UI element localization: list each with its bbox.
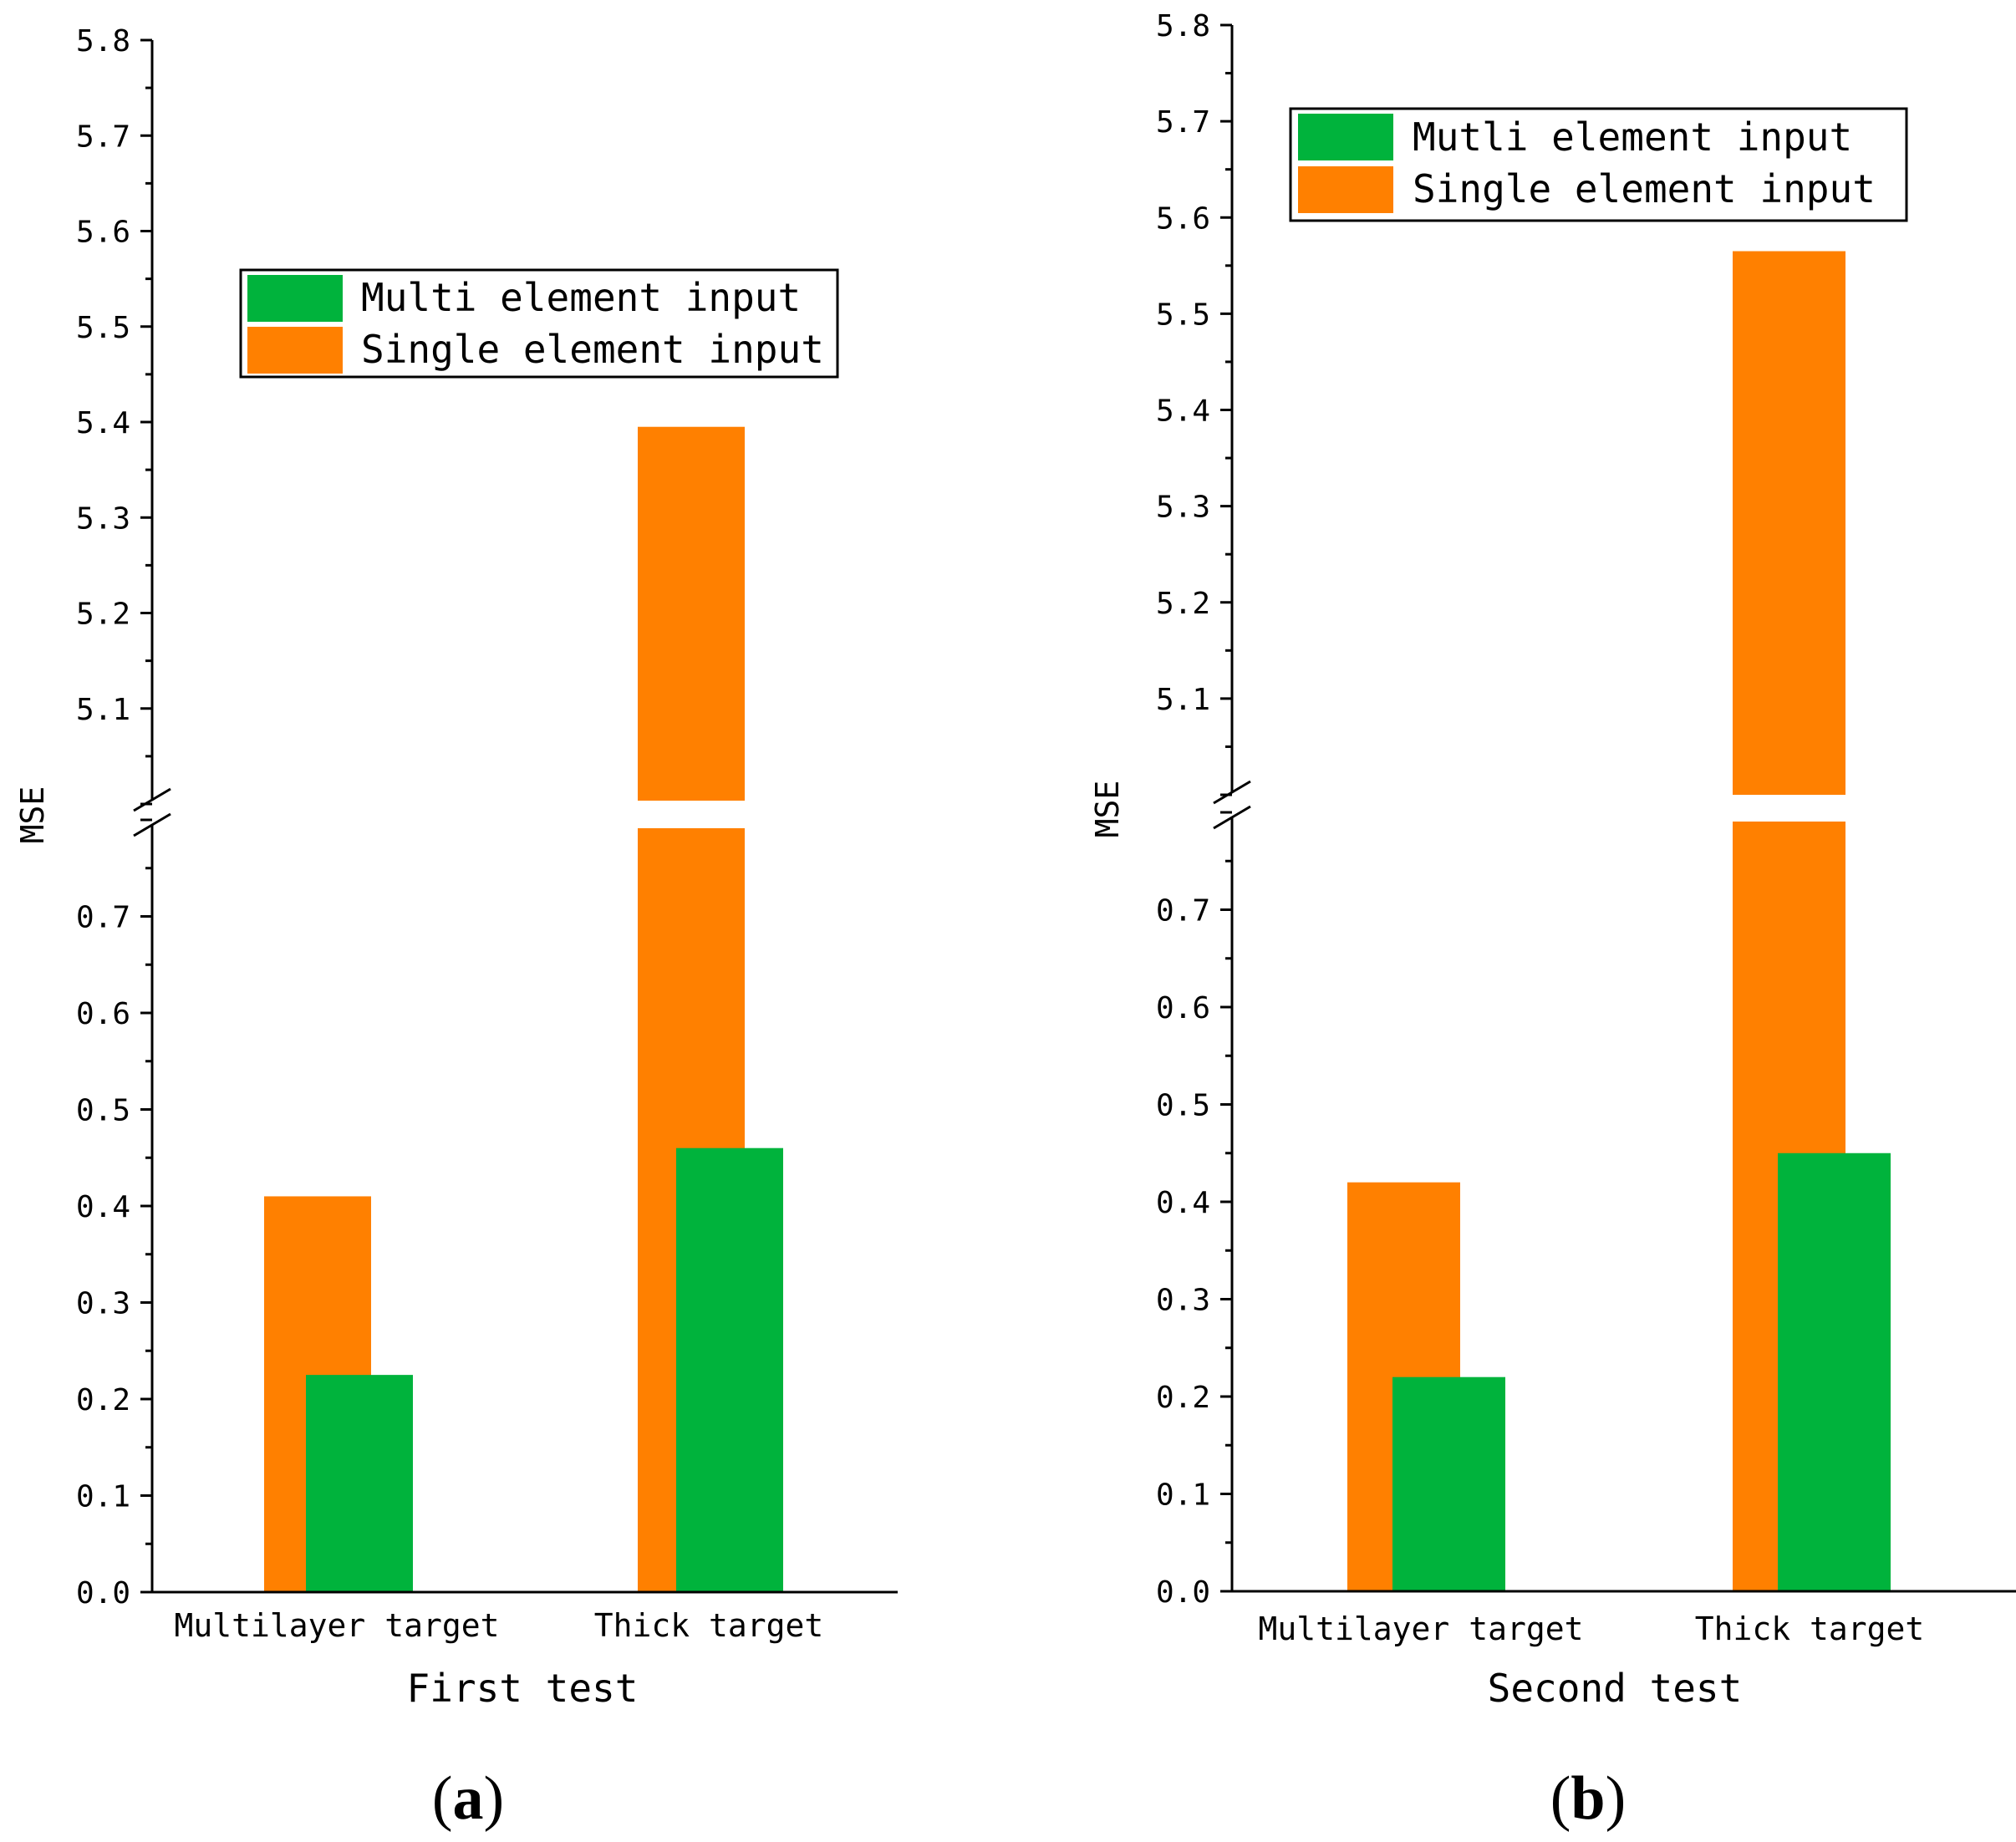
legend-swatch-multi (1298, 114, 1393, 160)
bar-multi-element-input (306, 1375, 413, 1592)
y-tick-label: 0.7 (76, 901, 130, 935)
y-tick-label: 0.4 (1156, 1186, 1210, 1220)
bars-b (1347, 251, 1891, 1591)
legend-label-single: Single element input (361, 327, 824, 372)
y-tick-label: 0.1 (76, 1480, 130, 1514)
legend-a: Multi element input Single element input (239, 268, 839, 379)
axes-b (1213, 25, 2016, 1593)
y-tick-label: 5.7 (76, 120, 130, 154)
y-tick-label: 0.1 (1156, 1478, 1210, 1513)
y-axis-title: MSE (1089, 781, 1126, 838)
axis-break-mark (1213, 780, 1251, 805)
y-tick-label: 0.0 (1156, 1575, 1210, 1610)
panel-a: 0.0 0.1 0.2 0.3 0.4 0.5 0.6 0.7 5.1 5.2 5.3 5.4 5.5 5… (14, 24, 898, 1833)
yticks-b: 0.0 0.1 0.2 0.3 0.4 0.5 0.6 0.7 5.1 5.2 5.3 5.4 5.5 5… (1156, 9, 1232, 1610)
axes-a (133, 40, 898, 1594)
y-tick-label: 5.3 (76, 501, 130, 536)
y-tick-label: 0.5 (1156, 1089, 1210, 1123)
panel-label-letter: b (1571, 1764, 1605, 1833)
panel-label-open: ( (432, 1764, 453, 1833)
x-category-label: Thick target (1695, 1610, 1925, 1647)
panel-label-close: ) (484, 1764, 505, 1833)
bar-single-element-input-upper-segment (638, 426, 745, 801)
y-tick-label: 5.1 (1156, 683, 1210, 717)
panel-label-open: ( (1550, 1764, 1571, 1833)
panel-label-b: (b) (1550, 1764, 1626, 1833)
y-tick-label: 5.8 (76, 24, 130, 59)
y-tick-label: 5.2 (76, 598, 130, 632)
bar-multi-element-input (1392, 1376, 1505, 1591)
y-tick-label: 0.4 (76, 1190, 130, 1224)
legend-swatch-multi (247, 275, 343, 322)
y-tick-label: 5.3 (1156, 491, 1210, 525)
x-category-label: Multilayer target (1259, 1610, 1584, 1647)
axis-break-mark (1213, 805, 1251, 830)
bar-multi-element-input (1778, 1153, 1891, 1591)
y-tick-label: 5.6 (1156, 201, 1210, 236)
y-axis-title: MSE (14, 786, 51, 844)
legend-swatch-single (247, 327, 343, 374)
y-tick-label: 0.7 (1156, 894, 1210, 929)
legend-label-multi: Multi element input (361, 275, 801, 320)
legend-swatch-single (1298, 166, 1393, 213)
y-tick-label: 0.3 (76, 1287, 130, 1321)
y-tick-label: 0.5 (76, 1094, 130, 1128)
bar-multi-element-input (676, 1147, 783, 1592)
y-tick-label: 5.4 (76, 406, 130, 440)
x-category-label: Thick target (594, 1607, 824, 1644)
y-tick-label: 5.7 (1156, 105, 1210, 140)
bar-single-element-input-upper-segment (1733, 251, 1845, 795)
panel-b: 0.0 0.1 0.2 0.3 0.4 0.5 0.6 0.7 5.1 5.2 5.3 5.4 5.5 5… (1089, 9, 2016, 1833)
y-tick-label: 5.2 (1156, 587, 1210, 621)
x-axis-title: Second test (1488, 1666, 1743, 1711)
x-axis-title: First test (407, 1666, 639, 1711)
y-tick-label: 0.6 (1156, 991, 1210, 1025)
axis-break-mark (133, 812, 171, 837)
legend-b: Mutli element input Single element input (1289, 107, 1908, 222)
y-tick-label: 0.3 (1156, 1284, 1210, 1318)
y-tick-label: 0.2 (1156, 1381, 1210, 1415)
bars-a (264, 426, 783, 1592)
yticks-a: 0.0 0.1 0.2 0.3 0.4 0.5 0.6 0.7 5.1 5.2 5.3 5.4 5.5 5… (76, 24, 152, 1610)
panel-label-a: (a) (432, 1764, 504, 1833)
x-category-label: Multilayer target (175, 1607, 500, 1644)
y-tick-label: 0.2 (76, 1383, 130, 1417)
y-tick-label: 5.5 (76, 311, 130, 345)
axis-break-mark (133, 787, 171, 812)
y-tick-label: 5.1 (76, 693, 130, 727)
y-tick-label: 0.6 (76, 997, 130, 1031)
panel-label-letter: a (453, 1764, 484, 1833)
y-tick-label: 5.5 (1156, 298, 1210, 332)
panel-label-close: ) (1606, 1764, 1627, 1833)
y-tick-label: 5.4 (1156, 394, 1210, 429)
legend-label-multi: Mutli element input (1413, 114, 1852, 160)
y-tick-label: 5.6 (76, 216, 130, 250)
legend-label-single: Single element input (1413, 166, 1876, 211)
y-tick-label: 0.0 (76, 1576, 130, 1610)
y-tick-label: 5.8 (1156, 9, 1210, 43)
